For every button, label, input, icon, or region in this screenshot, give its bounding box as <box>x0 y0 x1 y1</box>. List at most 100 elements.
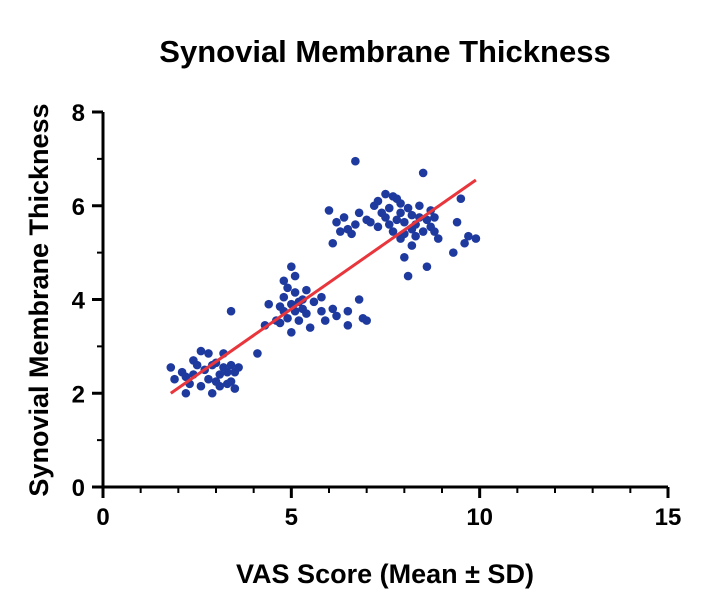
data-points <box>166 156 481 398</box>
data-point <box>302 309 311 318</box>
data-point <box>396 208 405 218</box>
data-point <box>170 374 179 384</box>
data-point <box>433 234 443 243</box>
data-point <box>234 363 243 372</box>
x-tick-label: 15 <box>655 504 682 531</box>
data-point <box>287 262 296 271</box>
data-point <box>287 328 296 337</box>
data-point <box>215 381 225 391</box>
data-point <box>354 208 364 218</box>
data-point <box>253 349 262 358</box>
data-point <box>328 304 338 314</box>
data-point <box>339 213 349 222</box>
data-point <box>403 203 413 213</box>
data-point <box>192 360 202 370</box>
data-point <box>362 316 371 325</box>
axes: 0 5 10 15 0 2 4 6 8 <box>72 100 682 531</box>
data-point <box>166 363 176 372</box>
data-point <box>290 288 300 297</box>
data-point <box>336 227 345 236</box>
data-point <box>388 227 398 236</box>
data-point <box>407 241 417 250</box>
data-point <box>384 203 394 213</box>
data-point <box>181 372 191 382</box>
x-tick-label: 5 <box>285 504 298 531</box>
data-point <box>309 297 319 307</box>
data-point <box>354 295 364 304</box>
data-point <box>332 311 341 321</box>
data-point <box>351 220 360 229</box>
data-point <box>283 313 292 323</box>
data-point <box>381 213 390 222</box>
data-point <box>418 227 428 236</box>
data-point <box>366 217 375 227</box>
data-point <box>223 367 232 377</box>
chart-title: Synovial Membrane Thickness <box>159 34 610 69</box>
data-point <box>226 360 236 370</box>
data-point <box>392 215 402 225</box>
y-axis-label: Synovial Membrane Thickness <box>24 103 54 496</box>
data-point <box>226 306 236 316</box>
data-point <box>264 299 274 309</box>
data-point <box>332 217 341 227</box>
data-point <box>302 285 311 295</box>
data-point <box>343 306 353 316</box>
data-point <box>279 276 289 286</box>
data-point <box>422 215 432 225</box>
data-point <box>230 384 240 393</box>
x-tick-label: 10 <box>466 504 493 531</box>
regression-line <box>169 178 477 395</box>
data-point <box>204 374 213 384</box>
data-point <box>373 222 383 232</box>
data-point <box>351 156 360 166</box>
data-point <box>464 231 473 241</box>
data-point <box>430 227 439 236</box>
y-tick-label: 4 <box>72 288 86 315</box>
y-tick-label: 8 <box>72 100 85 127</box>
x-tick-label: 0 <box>96 504 109 531</box>
data-point <box>384 220 394 229</box>
data-point <box>456 194 466 204</box>
data-point <box>196 346 206 356</box>
data-point <box>324 206 334 215</box>
data-point <box>400 217 409 227</box>
data-point <box>317 306 326 316</box>
data-point <box>422 262 432 271</box>
data-point <box>347 229 356 239</box>
data-point <box>471 234 481 243</box>
data-point <box>294 316 304 325</box>
data-point <box>373 196 383 206</box>
data-point <box>275 318 285 328</box>
regression-line-group <box>169 178 477 395</box>
data-point <box>283 283 292 293</box>
data-point <box>396 199 405 208</box>
data-point <box>343 320 353 330</box>
data-point <box>196 381 206 391</box>
data-point <box>415 201 424 211</box>
data-point <box>181 388 191 398</box>
data-point <box>290 271 300 281</box>
data-point <box>411 231 420 241</box>
data-point <box>430 213 439 222</box>
y-tick-label: 2 <box>72 381 85 408</box>
data-point <box>215 370 225 379</box>
data-point <box>452 217 462 227</box>
data-point <box>305 323 315 332</box>
data-point <box>207 388 217 398</box>
data-point <box>226 377 236 386</box>
data-point <box>449 248 458 257</box>
data-point <box>328 238 338 248</box>
data-point <box>460 238 469 248</box>
x-axis-label: VAS Score (Mean ± SD) <box>236 559 534 589</box>
data-point <box>317 292 326 302</box>
data-point <box>204 349 213 358</box>
y-tick-label: 6 <box>72 194 85 221</box>
data-point <box>400 253 409 262</box>
data-point <box>320 316 330 325</box>
y-tick-label: 0 <box>72 475 85 502</box>
data-point <box>403 271 413 281</box>
data-point <box>407 210 417 220</box>
data-point <box>279 292 289 302</box>
